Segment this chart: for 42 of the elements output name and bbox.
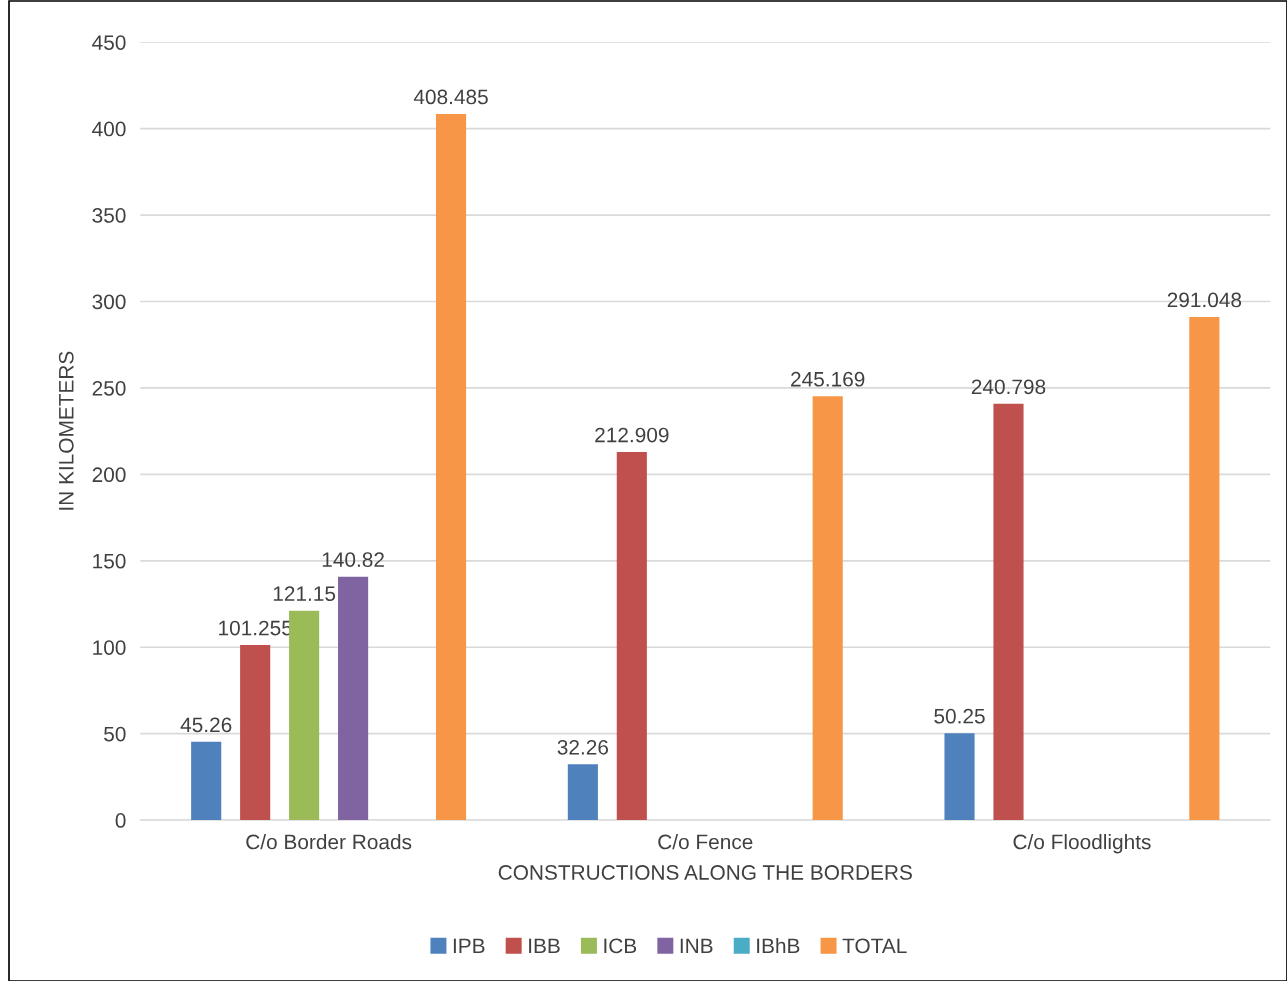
y-tick-label: 350	[92, 208, 126, 223]
data-label: 212.909	[595, 427, 669, 443]
x-tick-label: C/o Floodlights	[1013, 834, 1151, 854]
y-tick-label: 100	[93, 640, 126, 655]
legend-label: ICB	[604, 938, 637, 954]
data-label: 240.798	[971, 379, 1046, 395]
y-axis-title: IN KILOMETERS	[58, 351, 74, 510]
x-tick-label: C/o Fence	[658, 834, 753, 850]
data-label: 291.048	[1167, 292, 1242, 308]
data-label: 121.15	[273, 586, 336, 602]
bar	[240, 645, 271, 821]
y-tick-label: 150	[93, 553, 126, 569]
y-tick-label: 300	[92, 294, 126, 310]
y-tick-label: 450	[92, 35, 126, 50]
legend-label: INB	[680, 938, 713, 954]
bar	[616, 452, 647, 821]
y-tick-label: 250	[92, 380, 126, 396]
bar	[191, 741, 222, 821]
legend-label: IPB	[453, 938, 485, 954]
data-label: 408.485	[413, 89, 488, 105]
bar	[289, 610, 320, 821]
y-tick-label: 200	[92, 467, 126, 483]
data-label: 140.82	[322, 552, 384, 567]
y-tick-label: 400	[92, 121, 126, 137]
bar	[435, 113, 467, 821]
bar	[1189, 316, 1220, 821]
y-tick-label: 50	[104, 726, 126, 742]
y-tick-label: 0	[115, 813, 126, 828]
data-label: 45.26	[180, 717, 232, 733]
bar	[338, 576, 369, 821]
bar	[944, 733, 975, 821]
legend-label: IBhB	[757, 937, 800, 954]
data-label: 32.26	[557, 739, 609, 755]
x-tick-label: C/o Border Roads	[246, 834, 412, 850]
data-label: 50.25	[934, 708, 985, 724]
legend-label: IBB	[529, 938, 560, 954]
x-axis-title: CONSTRUCTIONS ALONG THE BORDERS	[498, 865, 912, 880]
data-label: 245.169	[791, 371, 865, 387]
bar	[993, 403, 1024, 821]
legend-label: TOTAL	[842, 938, 907, 954]
bar	[812, 396, 843, 821]
bar	[567, 764, 598, 821]
